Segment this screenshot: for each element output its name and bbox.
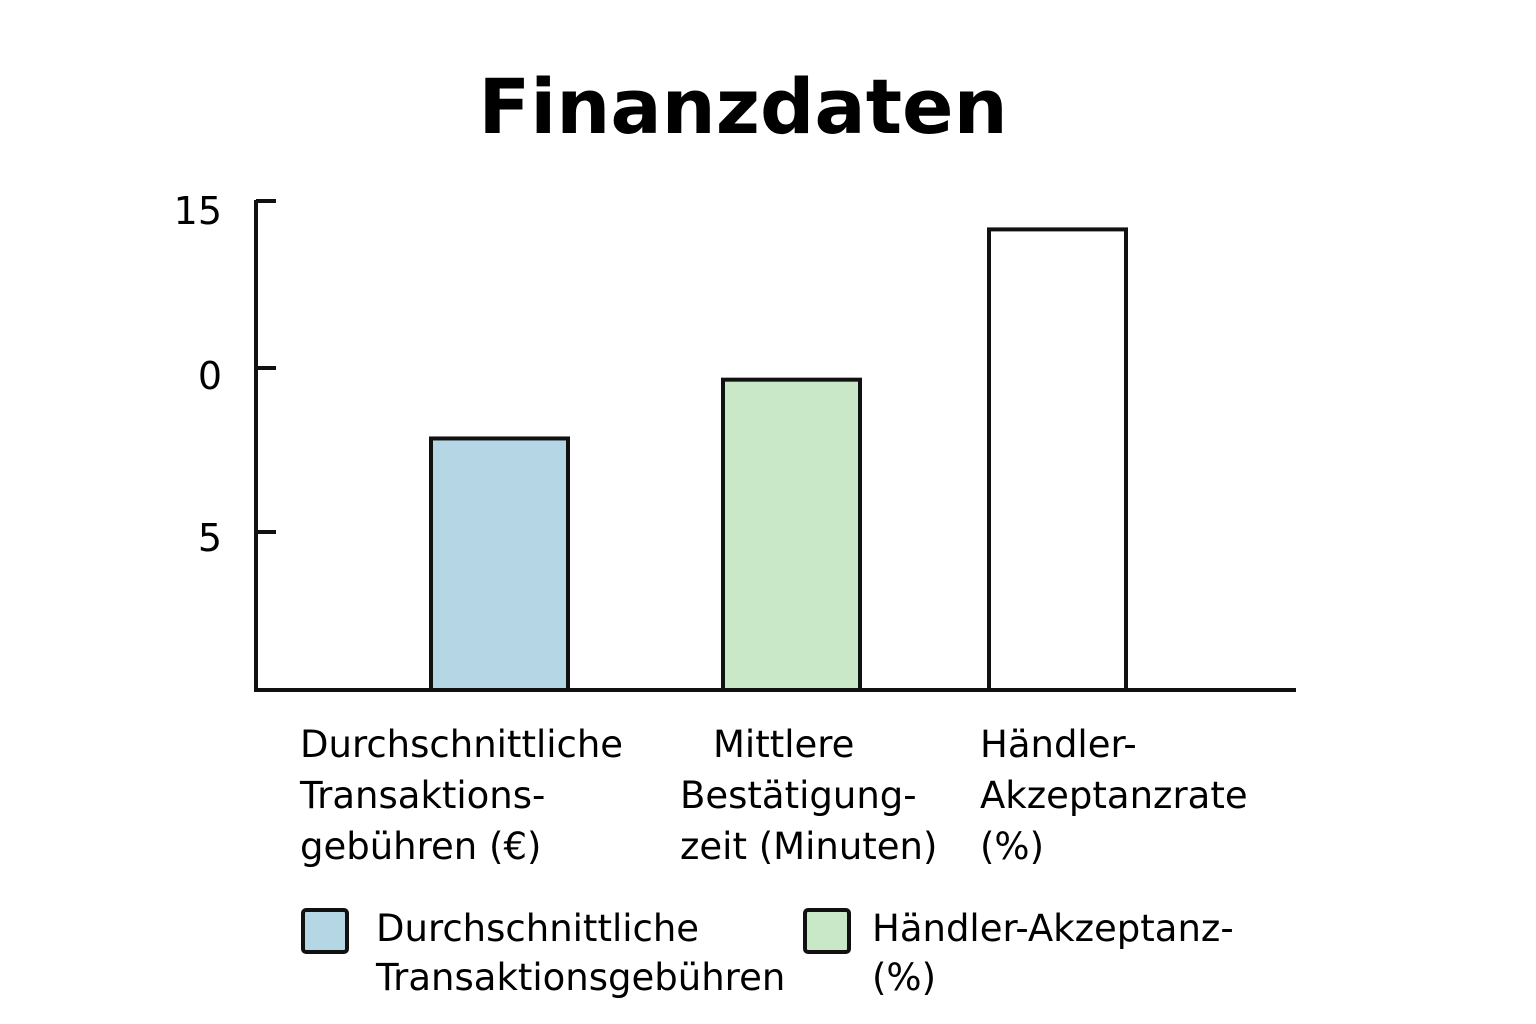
y-ticks: 15 0 5 [174,189,276,560]
legend-item: Durchschnittliche Transaktionsgebühren [301,907,785,999]
x-category-label: Durchschnittliche Transaktions-gebühren (… [299,723,623,868]
bar-2 [721,377,862,692]
legend-swatch [301,908,349,954]
x-category-label-line: zeit (Minuten) [680,825,937,868]
legend-item: Händler-Akzeptanz- (%) [803,907,1234,999]
bars [429,227,1128,693]
legend-swatch [803,908,851,954]
y-tick-label: 5 [198,516,222,560]
x-category-label-line: Bestätigung- [680,774,917,817]
x-category-label-line: gebühren (€) [300,825,541,868]
legend-label-line: Händler-Akzeptanz- [872,907,1234,950]
bar-1 [429,436,570,693]
category-labels: Durchschnittliche Transaktions-gebühren (… [299,723,1248,868]
x-category-label-line: Transaktions- [299,774,545,817]
bar-3 [987,227,1128,692]
x-category-label: Mittlere Bestätigung-zeit (Minuten) [680,723,937,868]
legend-label: Durchschnittliche Transaktionsgebühren [375,907,785,999]
x-category-label-line: (%) [980,825,1044,868]
y-tick-label: 15 [174,189,222,233]
legend-label-line: (%) [872,956,936,999]
x-category-label-line: Händler- [980,723,1137,766]
x-category-label: Händler- Akzeptanzrate (%) [980,723,1248,868]
chart-title: Finanzdaten [478,62,1007,151]
x-category-label-line: Mittlere [713,723,854,766]
legend-label: Händler-Akzeptanz- (%) [872,907,1234,999]
legend: Durchschnittliche Transaktionsgebühren Hän… [301,907,1234,999]
legend-label-line: Durchschnittliche [376,907,699,950]
x-category-label-line: Akzeptanzrate [980,774,1248,817]
legend-label-line: Transaktionsgebühren [375,956,785,999]
y-tick-label: 0 [198,354,222,398]
x-category-label-line: Durchschnittliche [300,723,623,766]
